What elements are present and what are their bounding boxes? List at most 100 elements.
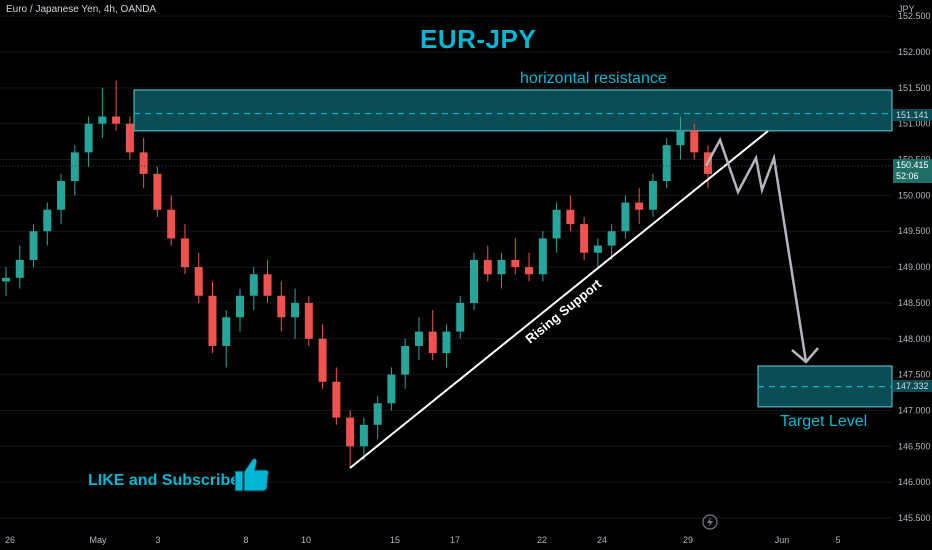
candle-body xyxy=(180,238,189,268)
y-tick-label: 147.000 xyxy=(898,405,931,415)
candle xyxy=(373,396,382,440)
candle xyxy=(483,245,492,282)
chart-grid xyxy=(0,15,892,519)
candle xyxy=(648,173,657,217)
candle-body xyxy=(153,173,162,210)
drawings-layer: Rising Support xyxy=(0,130,892,469)
candle-body xyxy=(249,274,258,296)
candle-body xyxy=(566,209,575,225)
candle xyxy=(401,338,410,389)
candle-body xyxy=(662,145,671,182)
replay-icon xyxy=(702,514,718,530)
candle-body xyxy=(70,152,79,182)
candle xyxy=(277,281,286,332)
candle-body xyxy=(428,331,437,354)
x-tick-label: 24 xyxy=(597,535,607,545)
current-price: 150.415 xyxy=(896,160,929,170)
candle-body xyxy=(263,274,272,296)
candle-body xyxy=(2,277,10,282)
candle xyxy=(43,202,52,246)
projection-path xyxy=(704,136,808,363)
x-tick-label: 3 xyxy=(155,535,160,545)
candle xyxy=(332,367,341,425)
candle xyxy=(112,80,121,131)
candles-layer xyxy=(2,80,712,468)
candle xyxy=(470,252,478,311)
candle-body xyxy=(194,267,203,296)
x-tick-label: 26 xyxy=(5,535,15,545)
candle xyxy=(208,281,217,354)
candle-body xyxy=(373,403,382,425)
candle xyxy=(566,195,575,232)
candle-body xyxy=(84,123,93,153)
rising-support-line xyxy=(349,130,769,469)
x-tick-label: 10 xyxy=(301,535,311,545)
candle-body xyxy=(277,295,286,318)
x-tick-label: 15 xyxy=(390,535,400,545)
y-tick-label: 148.000 xyxy=(898,334,931,344)
candle xyxy=(662,138,671,189)
thumbs-up-icon[interactable] xyxy=(232,454,272,494)
candle-body xyxy=(291,302,300,318)
candle xyxy=(167,195,176,246)
candle xyxy=(249,267,258,311)
candle-body xyxy=(359,424,368,447)
candle-body xyxy=(139,152,148,174)
target-label: Target Level xyxy=(780,413,868,430)
candle-body xyxy=(470,259,478,303)
cta-label[interactable]: LIKE and Subscribe xyxy=(88,472,240,489)
candle xyxy=(676,116,685,160)
candle xyxy=(70,145,79,196)
candle-body xyxy=(635,202,644,210)
candle-body xyxy=(112,116,121,124)
y-tick-label: 152.000 xyxy=(898,47,931,57)
candle xyxy=(552,202,561,253)
candle xyxy=(690,123,699,160)
candle-body xyxy=(346,417,355,447)
candle-body xyxy=(511,259,520,268)
candle xyxy=(84,116,93,167)
candle xyxy=(194,252,203,303)
y-tick-label: 146.500 xyxy=(898,441,931,451)
y-tick-label: 146.000 xyxy=(898,477,931,487)
y-tick-label: 149.000 xyxy=(898,262,931,272)
candle-body xyxy=(593,245,602,253)
candle xyxy=(291,288,300,339)
candle-body xyxy=(304,302,313,339)
y-tick-label: 149.500 xyxy=(898,226,931,236)
resistance-label: horizontal resistance xyxy=(520,70,667,87)
candle-body xyxy=(442,331,451,354)
candle-body xyxy=(125,123,134,153)
candle-body xyxy=(690,130,699,153)
x-tick-label: 8 xyxy=(243,535,248,545)
candle xyxy=(125,116,134,160)
candle-body xyxy=(98,116,107,124)
candle-body xyxy=(525,267,534,275)
candle-body xyxy=(387,374,396,404)
x-tick-label: 5 xyxy=(835,535,840,545)
candle-body xyxy=(43,209,52,232)
candle xyxy=(304,295,313,346)
candle-body xyxy=(208,295,217,346)
x-tick-label: 29 xyxy=(683,535,693,545)
x-tick-label: Jun xyxy=(775,535,790,545)
candle xyxy=(29,224,38,268)
resistance-price-tag: 151.141 xyxy=(893,109,932,121)
candle xyxy=(497,252,506,289)
candle xyxy=(414,317,423,361)
candle-body xyxy=(497,259,506,275)
candle-body xyxy=(607,231,616,246)
candle xyxy=(263,259,272,303)
candle xyxy=(538,231,547,282)
candle xyxy=(428,310,437,361)
y-tick-label: 145.500 xyxy=(898,513,931,523)
candle-body xyxy=(621,202,630,232)
zones-layer xyxy=(133,89,893,408)
y-tick-label: 151.000 xyxy=(898,119,931,129)
candle-body xyxy=(15,259,24,278)
candle-body xyxy=(332,381,341,418)
target-price-tag: 147.332 xyxy=(893,380,932,392)
candle xyxy=(180,224,189,275)
candle-body xyxy=(414,331,423,346)
